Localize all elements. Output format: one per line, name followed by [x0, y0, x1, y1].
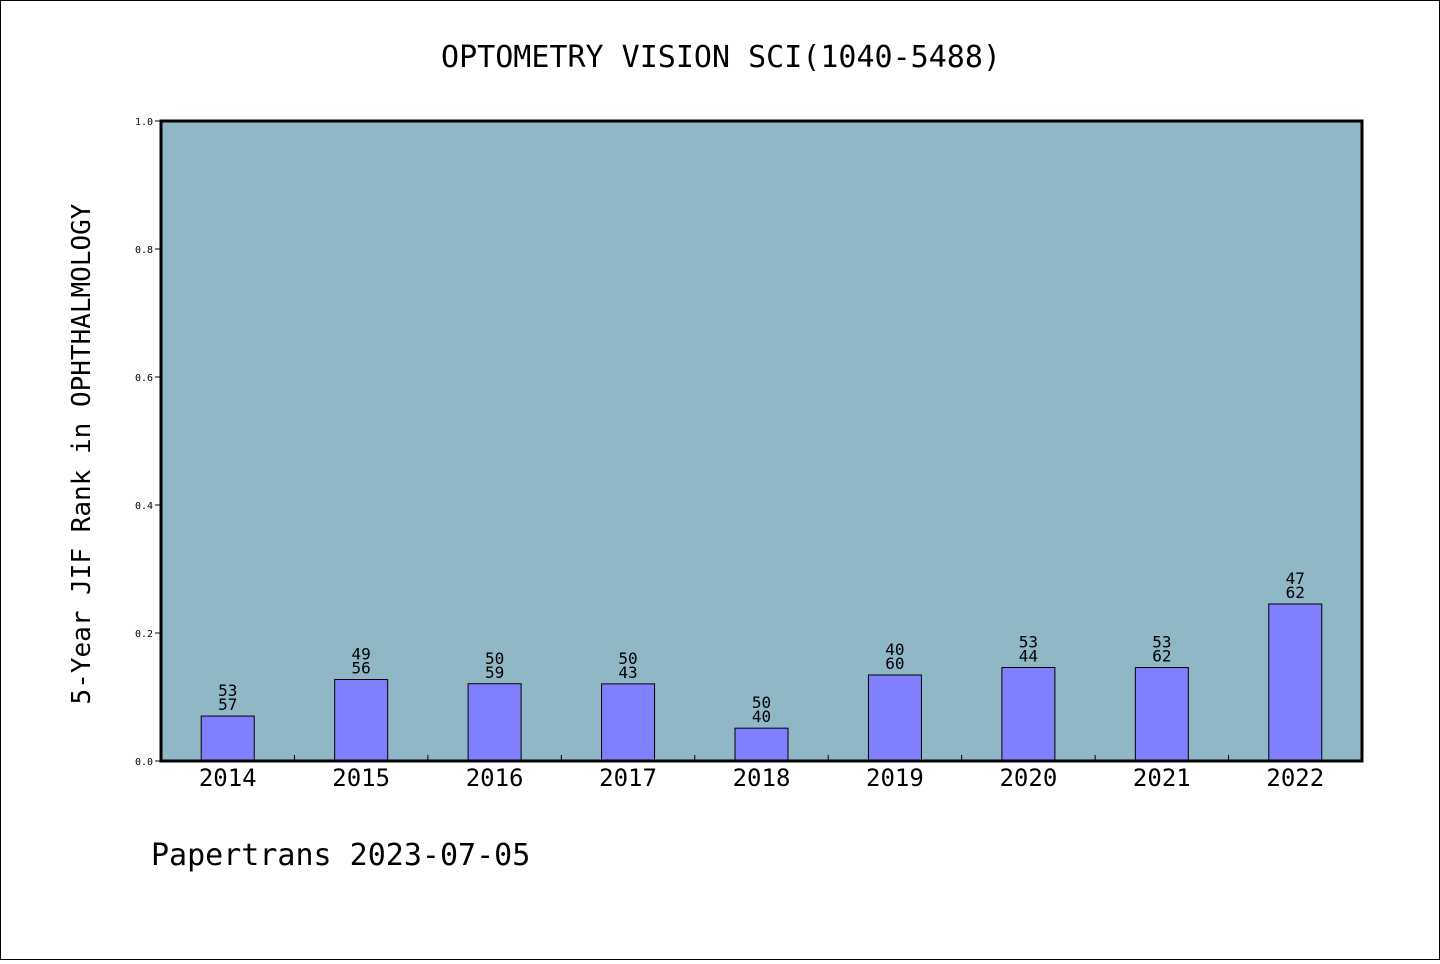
bar-label-top: 40	[885, 640, 904, 659]
x-tick-label: 2021	[1133, 764, 1191, 792]
y-tick-label: 0.8	[135, 245, 153, 256]
y-tick-label: 1.0	[135, 117, 153, 128]
bar-2018	[734, 727, 789, 762]
x-tick-label: 2020	[999, 764, 1057, 792]
plot-area	[161, 121, 1362, 761]
bar-label-bottom: 40	[752, 707, 771, 726]
x-axis: 2014 2015 2016 2017 2018 2019 2020 2021 2022	[199, 755, 1324, 792]
footer-text: Papertrans 2023-07-05	[151, 838, 530, 873]
bar-label-top: 49	[352, 645, 371, 664]
bar-label-bottom: 62	[1286, 583, 1305, 602]
bar-2014	[200, 715, 255, 762]
x-tick-label: 2014	[199, 764, 257, 792]
bar-label-top: 50	[752, 693, 771, 712]
bar-label-top: 50	[618, 649, 637, 668]
bar-label-bottom: 60	[885, 654, 904, 673]
y-tick-label: 0.2	[135, 629, 153, 640]
bar-2015	[334, 679, 389, 762]
plot-border	[159, 119, 1364, 763]
bar-2022	[1268, 603, 1323, 762]
x-tick-label: 2015	[332, 764, 390, 792]
x-tick-label: 2018	[733, 764, 791, 792]
bar-label-bottom: 59	[485, 663, 504, 682]
bar-label-top: 53	[218, 681, 237, 700]
bar-2017	[601, 683, 656, 762]
bar-label-bottom: 62	[1152, 647, 1171, 666]
bar-label-top: 50	[485, 649, 504, 668]
bar-label-bottom: 56	[352, 659, 371, 678]
bar-label-top: 53	[1019, 632, 1038, 651]
bar-2016	[467, 683, 522, 762]
y-axis-label: 5-Year JIF Rank in OPHTHALMOLOGY	[67, 203, 97, 704]
y-axis: 0.0 0.2 0.4 0.6 0.8 1.0	[135, 117, 161, 768]
x-tick-label: 2022	[1266, 764, 1324, 792]
bar-2020	[1001, 666, 1056, 762]
bar-label-bottom: 57	[218, 695, 237, 714]
bar-label-bottom: 44	[1019, 646, 1038, 665]
x-tick-label: 2017	[599, 764, 657, 792]
y-tick-label: 0.6	[135, 373, 153, 384]
y-tick-label: 0.0	[135, 757, 153, 768]
x-tick-label: 2019	[866, 764, 924, 792]
bar-2019	[867, 674, 922, 762]
chart-title: OPTOMETRY VISION SCI(1040-5488)	[441, 40, 1001, 75]
bar-label-top: 53	[1152, 633, 1171, 652]
bar-label-top: 47	[1286, 569, 1305, 588]
y-tick-label: 0.4	[135, 501, 153, 512]
bar-label-bottom: 43	[618, 663, 637, 682]
x-tick-label: 2016	[466, 764, 524, 792]
bar-2021	[1134, 667, 1189, 762]
